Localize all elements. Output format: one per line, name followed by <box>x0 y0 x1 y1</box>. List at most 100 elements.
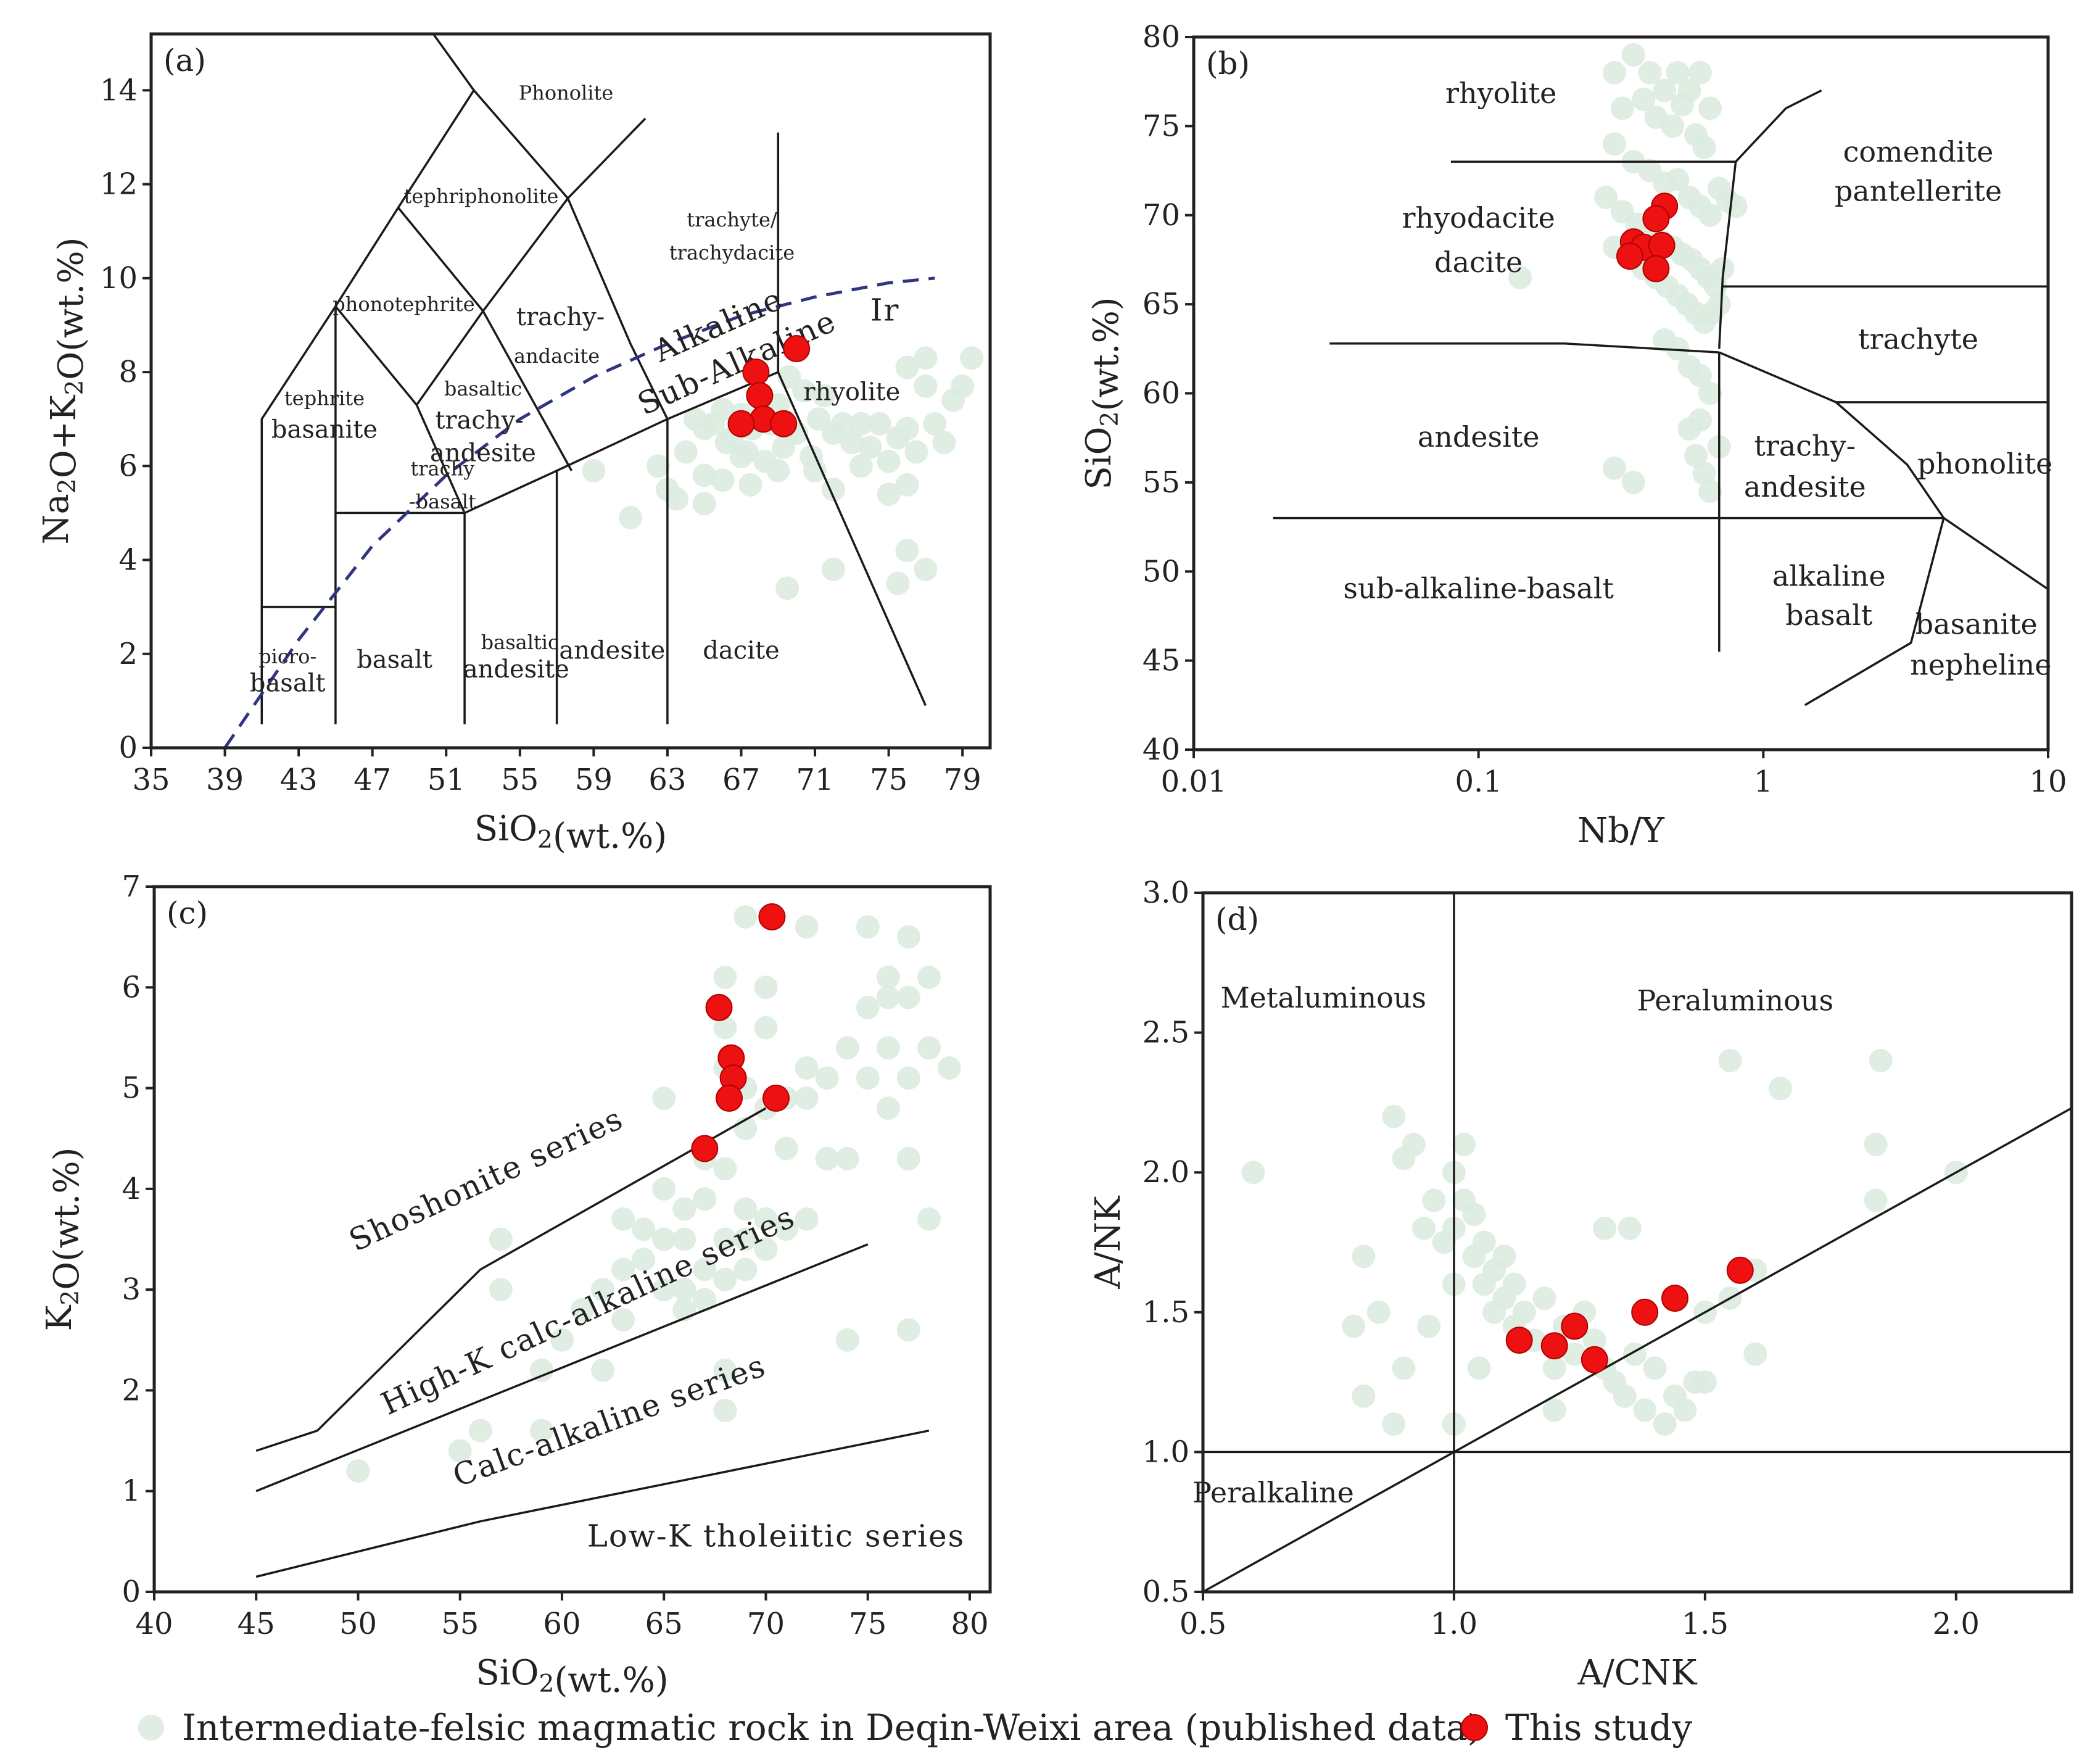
field-boundary-0 <box>255 1107 767 1452</box>
region-label: andesite <box>1744 470 1866 503</box>
region-label: basalt <box>250 669 326 698</box>
published-point-32 <box>932 431 956 455</box>
published-point-55 <box>815 1146 839 1170</box>
region-label: andacite <box>514 344 600 368</box>
field-boundary-9 <box>397 207 484 312</box>
published-point-9 <box>1632 88 1656 112</box>
published-point-48 <box>849 454 873 478</box>
y-tick-label: 8 <box>118 355 138 389</box>
published-point-52 <box>582 458 606 482</box>
published-point-6 <box>1422 1188 1446 1212</box>
region-label: trachy <box>410 457 474 481</box>
region-label: nepheline <box>1910 648 2051 682</box>
field-boundary-0 <box>260 88 780 724</box>
published-point-21 <box>1502 1272 1526 1296</box>
legend-published-marker <box>138 1715 164 1741</box>
published-point-36 <box>1653 1412 1677 1436</box>
published-point-70 <box>917 1036 941 1060</box>
x-tick-label: 1 <box>1754 764 1773 799</box>
region-label: comendite <box>1843 135 1994 168</box>
region-label: andesite <box>559 636 665 665</box>
y-tick-label: 75 <box>1143 109 1180 143</box>
published-point-37 <box>733 1227 758 1251</box>
y-axis-label: K2O(wt.%) <box>39 1148 87 1331</box>
field-boundary-10 <box>432 33 475 91</box>
x-tick-label: 0.1 <box>1455 764 1502 799</box>
study-point-4 <box>1648 231 1676 259</box>
published-point-24 <box>1532 1286 1556 1311</box>
field-boundary-9 <box>1804 518 1945 706</box>
x-tick-label: 60 <box>543 1607 581 1641</box>
x-tick-label: 63 <box>648 763 686 797</box>
published-point-19 <box>812 384 836 408</box>
field-boundary-7 <box>415 117 647 406</box>
region-label: trachy- <box>516 303 605 331</box>
published-point-54 <box>815 1066 839 1090</box>
y-tick-label: 14 <box>100 73 138 107</box>
x-tick-label: 55 <box>441 1607 479 1641</box>
published-point-21 <box>830 412 854 436</box>
published-point-61 <box>1621 470 1645 494</box>
field-boundary-5 <box>463 418 668 724</box>
published-point-8 <box>571 1298 594 1322</box>
published-point-67 <box>896 985 920 1009</box>
study-point-1 <box>1540 1332 1568 1360</box>
published-point-9 <box>591 1358 615 1382</box>
published-point-20 <box>672 1227 696 1251</box>
x-tick-label: 79 <box>944 763 981 797</box>
published-point-25 <box>867 412 891 436</box>
published-point-17 <box>652 1278 676 1302</box>
published-point-60 <box>1602 456 1626 480</box>
published-point-15 <box>1602 132 1626 156</box>
published-point-56 <box>821 557 845 581</box>
panel-d-acnk-ank-diagram: 0.5 1.0 1.5 2.0 0.5 1.0 1.5 2.0 2.5 3.0 A/CNK A/NK (… <box>1088 876 2073 1693</box>
study-point-5 <box>770 410 798 437</box>
published-point-10 <box>1452 1132 1476 1156</box>
series-label: Low-K tholeiitic series <box>587 1518 965 1554</box>
field-boundary-15 <box>777 371 927 706</box>
published-point-55 <box>1869 1048 1893 1072</box>
published-point-43 <box>1593 1216 1617 1240</box>
published-point-38 <box>1673 1398 1697 1422</box>
published-point-60 <box>856 995 880 1019</box>
x-tick-label: 1.5 <box>1682 1607 1729 1641</box>
published-point-66 <box>896 1066 920 1090</box>
published-point-12 <box>611 1207 635 1231</box>
y-tick-label: 80 <box>1143 20 1180 54</box>
region-label: rhyolite <box>803 378 900 407</box>
series-label: Shoshonite series <box>344 1100 629 1259</box>
y-axis-label: A/NK <box>1088 1195 1128 1289</box>
published-point-37 <box>960 346 984 370</box>
published-point-7 <box>1698 96 1722 120</box>
alkaline-subalkaline-divider <box>223 276 935 749</box>
published-point-58 <box>1692 462 1716 486</box>
published-point-65 <box>876 1096 900 1120</box>
published-point-40 <box>664 487 688 511</box>
region-label: alkaline <box>1772 559 1886 592</box>
plot-frame <box>1201 891 2073 1594</box>
published-point-4 <box>1666 60 1690 85</box>
published-point-29 <box>1582 1328 1606 1352</box>
published-point-62 <box>876 1036 900 1060</box>
x-tick-label: 65 <box>645 1607 683 1641</box>
published-point-50 <box>795 1086 819 1110</box>
published-point-13 <box>611 1308 635 1332</box>
region-label: phonotephrite <box>333 292 474 316</box>
region-label: Phonolite <box>519 81 614 105</box>
legend: Intermediate-felsic magmatic rock in Deq… <box>138 1707 1692 1749</box>
published-point-26 <box>1594 185 1618 209</box>
published-point-38 <box>733 1197 758 1221</box>
published-point-42 <box>754 1207 778 1231</box>
published-point-33 <box>713 966 737 989</box>
published-point-54 <box>1769 1077 1792 1101</box>
published-point-35 <box>1643 1356 1667 1380</box>
study-point-3 <box>1581 1346 1608 1373</box>
y-tick-label: 5 <box>122 1071 141 1106</box>
y-tick-label: 2 <box>118 637 138 671</box>
published-point-5 <box>1412 1216 1436 1240</box>
published-point-6 <box>529 1418 553 1443</box>
x-tick-label: 45 <box>238 1607 275 1641</box>
published-point-51 <box>1666 337 1690 361</box>
region-label: tephrite <box>284 386 365 410</box>
x-tick-label: 1.0 <box>1431 1607 1477 1641</box>
